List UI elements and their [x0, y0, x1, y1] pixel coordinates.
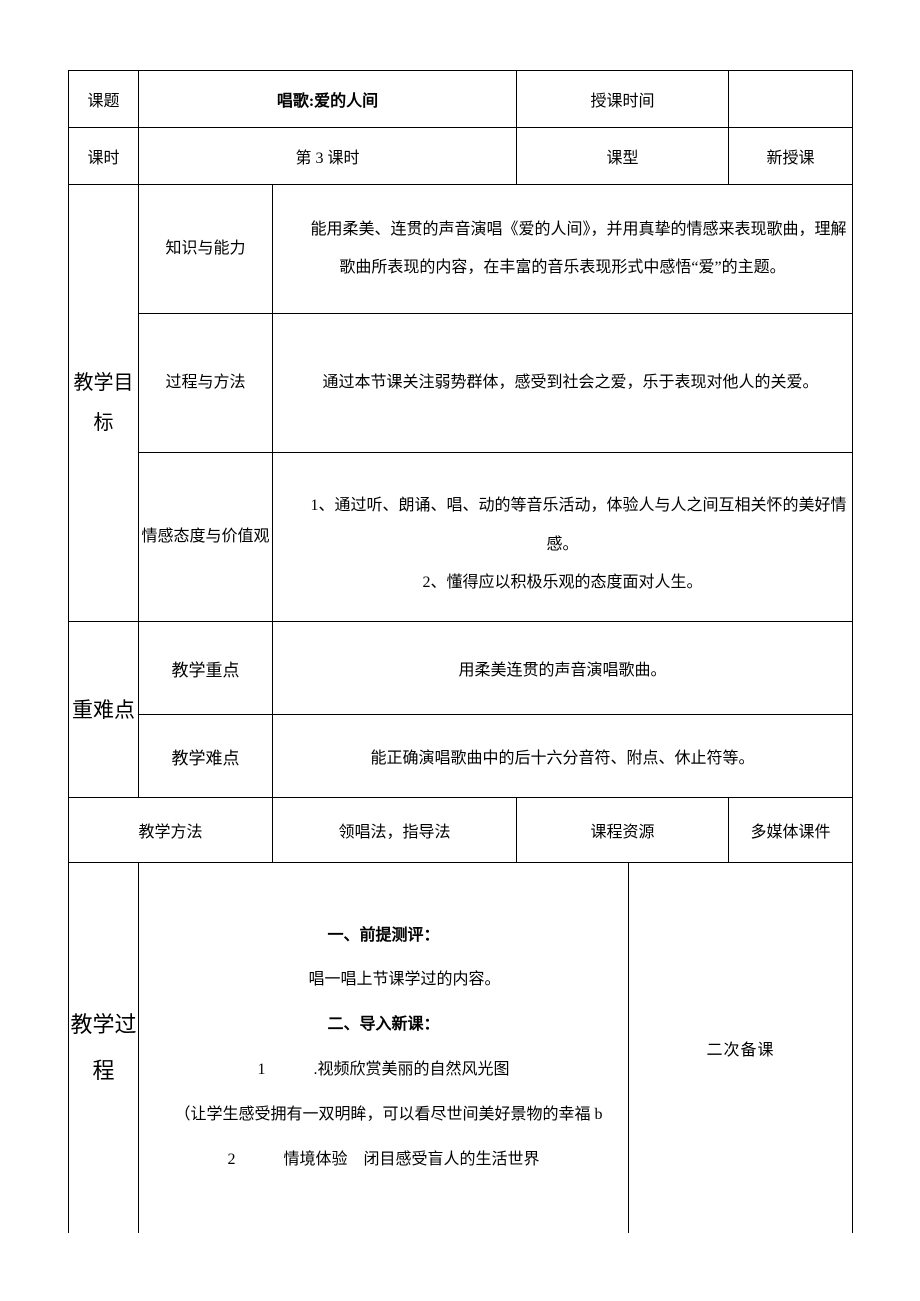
- objectives-emotion-label: 情感态度与价值观: [139, 453, 273, 622]
- objectives-process-text: 通过本节课关注弱势群体，感受到社会之爱，乐于表现对他人的关爱。: [273, 314, 853, 453]
- type-value: 新授课: [729, 128, 853, 185]
- focus-diff-text: 能正确演唱歌曲中的后十六分音符、附点、休止符等。: [273, 715, 853, 798]
- resource-label: 课程资源: [517, 798, 729, 863]
- objectives-knowledge-label: 知识与能力: [139, 185, 273, 314]
- objectives-emotion-text: 1、通过听、朗诵、唱、动的等音乐活动，体验人与人之间互相关怀的美好情感。 2、懂…: [273, 453, 853, 622]
- period-label: 课时: [69, 128, 139, 185]
- process-content: 一、前提测评： 唱一唱上节课学过的内容。 二、导入新课： 1 .视频欣赏美丽的自…: [139, 863, 629, 1234]
- objectives-row-process: 过程与方法 通过本节课关注弱势群体，感受到社会之爱，乐于表现对他人的关爱。: [69, 314, 853, 453]
- objectives-process-label: 过程与方法: [139, 314, 273, 453]
- method-label: 教学方法: [69, 798, 273, 863]
- focus-group-label: 重难点: [69, 622, 139, 798]
- period-value: 第 3 课时: [139, 128, 517, 185]
- objectives-knowledge-text: 能用柔美、连贯的声音演唱《爱的人间》，并用真挚的情感来表现歌曲，理解歌曲所表现的…: [273, 185, 853, 314]
- header-row-2: 课时 第 3 课时 课型 新授课: [69, 128, 853, 185]
- objectives-row-knowledge: 教学目标 知识与能力 能用柔美、连贯的声音演唱《爱的人间》，并用真挚的情感来表现…: [69, 185, 853, 314]
- topic-value: 唱歌:爱的人间: [139, 71, 517, 128]
- process-group-label: 教学过程: [69, 863, 139, 1234]
- teach-time-label: 授课时间: [517, 71, 729, 128]
- focus-row-key: 重难点 教学重点 用柔美连贯的声音演唱歌曲。: [69, 622, 853, 715]
- teach-time-value: [729, 71, 853, 128]
- objectives-group-label: 教学目标: [69, 185, 139, 622]
- focus-key-text: 用柔美连贯的声音演唱歌曲。: [273, 622, 853, 715]
- type-label: 课型: [517, 128, 729, 185]
- header-row-1: 课题 唱歌:爱的人间 授课时间: [69, 71, 853, 128]
- focus-diff-label: 教学难点: [139, 715, 273, 798]
- resource-value: 多媒体课件: [729, 798, 853, 863]
- lesson-plan-table: 课题 唱歌:爱的人间 授课时间 课时 第 3 课时 课型 新授课 教学目标 知识…: [68, 70, 853, 1233]
- secondary-prep-label: 二次备课: [629, 863, 853, 1234]
- topic-label: 课题: [69, 71, 139, 128]
- method-value: 领唱法，指导法: [273, 798, 517, 863]
- focus-key-label: 教学重点: [139, 622, 273, 715]
- method-row: 教学方法 领唱法，指导法 课程资源 多媒体课件: [69, 798, 853, 863]
- objectives-row-emotion: 情感态度与价值观 1、通过听、朗诵、唱、动的等音乐活动，体验人与人之间互相关怀的…: [69, 453, 853, 622]
- focus-row-difficulty: 教学难点 能正确演唱歌曲中的后十六分音符、附点、休止符等。: [69, 715, 853, 798]
- process-row: 教学过程 一、前提测评： 唱一唱上节课学过的内容。 二、导入新课： 1 .视频欣…: [69, 863, 853, 1234]
